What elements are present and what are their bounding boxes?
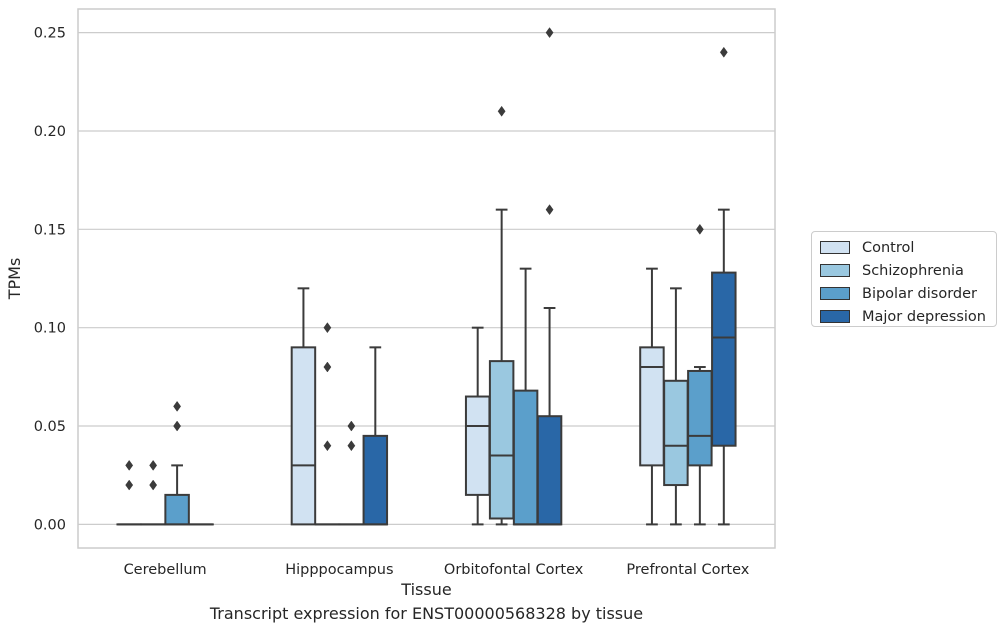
- legend-swatch: [820, 310, 850, 323]
- box-iqr: [362, 434, 389, 526]
- outlier-point: [125, 459, 134, 471]
- outlier-point: [125, 479, 134, 491]
- outlier-point: [347, 420, 356, 432]
- box-control: [639, 267, 665, 526]
- x-tick-label: Orbitofontal Cortex: [444, 562, 584, 578]
- x-tick-label: Cerebellum: [124, 562, 207, 578]
- box-control: [464, 326, 491, 526]
- x-axis-label: Tissue: [400, 580, 451, 599]
- box-major-depression: [536, 27, 563, 526]
- outlier-point: [545, 27, 554, 39]
- y-tick-label: 0.15: [34, 222, 66, 238]
- box-schizophrenia: [140, 459, 166, 526]
- plot-frame: [77, 8, 776, 549]
- box-bipolar-disorder: [512, 267, 539, 526]
- outlier-point: [149, 459, 158, 471]
- y-axis-label: TPMs: [5, 258, 24, 301]
- legend-label: Control: [862, 239, 915, 256]
- box-iqr: [663, 379, 689, 487]
- outlier-point: [695, 223, 704, 235]
- y-tick-label: 0.00: [34, 517, 66, 533]
- box-bipolar-disorder: [338, 420, 365, 526]
- outlier-point: [173, 400, 182, 412]
- outlier-point: [347, 440, 356, 452]
- y-tick-labels: 0.00 0.05 0.10 0.15 0.20 0.25: [34, 26, 66, 534]
- box-schizophrenia: [314, 322, 341, 526]
- outlier-point: [497, 105, 506, 117]
- legend-swatch: [820, 287, 850, 300]
- box-layer: [116, 27, 737, 526]
- box-bipolar-disorder: [687, 223, 713, 526]
- outlier-point: [323, 361, 332, 373]
- grid-lines: [78, 32, 775, 525]
- box-major-depression: [711, 46, 737, 526]
- legend: Control Schizophrenia Bipolar disorder Majo…: [811, 231, 997, 327]
- box-iqr: [464, 395, 491, 496]
- outlier-point: [323, 322, 332, 334]
- outlier-point: [323, 440, 332, 452]
- legend-item: Bipolar disorder: [818, 282, 990, 305]
- x-tick-label: Prefrontal Cortex: [626, 562, 749, 578]
- chart-caption: Transcript expression for ENST0000056832…: [209, 604, 644, 623]
- y-tick-label: 0.10: [34, 321, 66, 337]
- box-iqr: [687, 369, 713, 467]
- y-tick-label: 0.05: [34, 419, 66, 435]
- outlier-point: [719, 46, 728, 58]
- outlier-point: [173, 420, 182, 432]
- box-iqr: [290, 346, 317, 526]
- legend-item: Schizophrenia: [818, 259, 990, 282]
- box-schizophrenia: [488, 105, 515, 526]
- box-iqr: [639, 346, 665, 467]
- outlier-point: [149, 479, 158, 491]
- legend-swatch: [820, 264, 850, 277]
- box-control: [116, 459, 142, 526]
- legend-label: Major depression: [862, 308, 986, 325]
- y-tick-label: 0.20: [34, 124, 66, 140]
- box-iqr: [164, 493, 190, 526]
- box-control: [290, 287, 317, 526]
- box-iqr: [488, 360, 515, 520]
- outlier-point: [545, 204, 554, 216]
- legend-item: Control: [818, 236, 990, 259]
- legend-swatch: [820, 241, 850, 254]
- box-major-depression: [362, 346, 389, 526]
- legend-label: Schizophrenia: [862, 262, 964, 279]
- x-tick-label: Hipppocampus: [285, 562, 393, 578]
- box-iqr: [512, 389, 539, 526]
- legend-label: Bipolar disorder: [862, 285, 977, 302]
- legend-item: Major depression: [818, 305, 990, 328]
- box-iqr: [711, 271, 737, 447]
- x-tick-labels: Cerebellum Hipppocampus Orbitofontal Corte…: [124, 562, 750, 578]
- box-bipolar-disorder: [164, 400, 190, 526]
- box-iqr: [536, 415, 563, 526]
- y-tick-label: 0.25: [34, 26, 66, 42]
- box-schizophrenia: [663, 287, 689, 526]
